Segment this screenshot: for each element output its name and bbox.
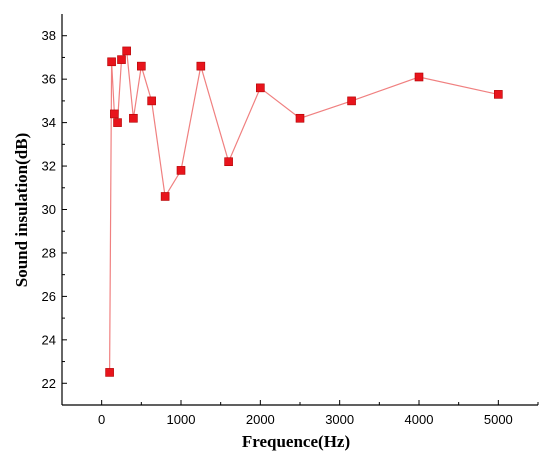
data-point <box>107 57 116 67</box>
series <box>105 46 503 377</box>
x-tick-label: 0 <box>98 412 105 427</box>
y-tick-label: 36 <box>42 72 56 87</box>
data-point <box>147 96 156 106</box>
y-tick-label: 32 <box>42 159 56 174</box>
data-point <box>494 90 503 99</box>
data-point <box>347 96 356 106</box>
data-point <box>129 113 138 123</box>
data-point <box>256 83 265 93</box>
x-tick-label: 1000 <box>167 412 196 427</box>
x-tick-label: 4000 <box>405 412 434 427</box>
data-point <box>113 118 122 127</box>
y-axis-label: Sound insulation(dB) <box>12 133 31 288</box>
y-tick-label: 28 <box>42 245 56 260</box>
x-tick-label: 3000 <box>325 412 354 427</box>
series-line <box>109 49 499 373</box>
data-point <box>117 55 126 64</box>
y-tick-label: 24 <box>42 332 56 347</box>
y-tick-label: 30 <box>42 202 56 217</box>
y-tick-label: 22 <box>42 376 56 391</box>
y-tick-label: 38 <box>42 28 56 43</box>
data-point <box>176 166 186 175</box>
ticks: 22 24 26 28 30 32 34 36 38 0 1000 2000 3000 4000 5000 <box>42 28 539 427</box>
data-point <box>414 72 424 82</box>
y-tick-label: 26 <box>42 289 56 304</box>
x-tick-label: 5000 <box>484 412 513 427</box>
data-point <box>110 109 119 119</box>
axes <box>61 14 538 406</box>
data-point <box>105 368 114 377</box>
data-point <box>160 192 170 201</box>
x-axis-label: Frequence(Hz) <box>242 432 350 451</box>
data-point <box>122 46 131 56</box>
data-point <box>295 113 305 123</box>
x-tick-label: 2000 <box>246 412 275 427</box>
data-point <box>137 61 146 71</box>
data-point <box>224 157 233 167</box>
y-tick-label: 34 <box>42 115 56 130</box>
data-point <box>196 61 206 71</box>
